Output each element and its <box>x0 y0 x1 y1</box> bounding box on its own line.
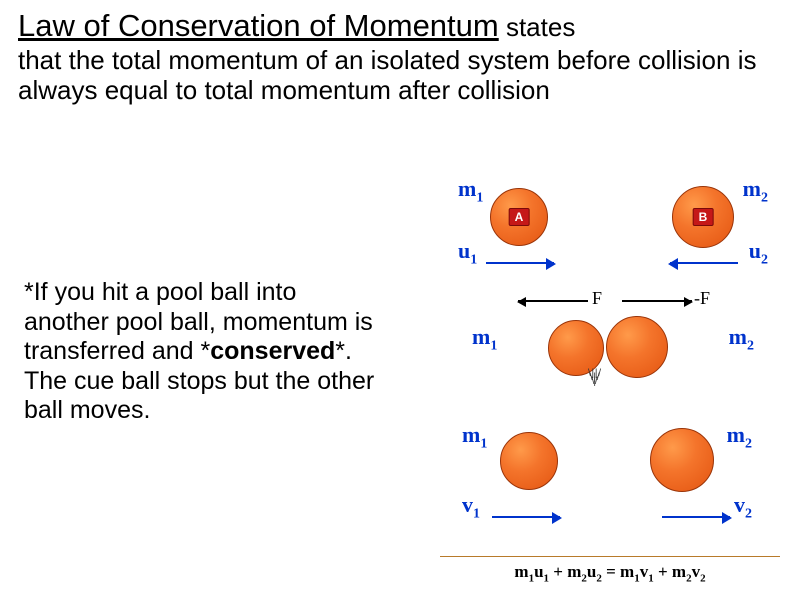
mass-label-m1: m1 <box>458 176 483 206</box>
velocity-label-v1: v1 <box>462 492 480 522</box>
ball-b-after <box>650 428 714 492</box>
arrow-u1 <box>486 262 554 264</box>
arrow-v1 <box>492 516 560 518</box>
ball-b-collision <box>606 316 668 378</box>
title-tail: states <box>499 12 576 42</box>
mass-label-m2-mid: m2 <box>729 324 754 354</box>
impact-lines-icon: \ | | / \ | / \|/ <box>588 372 600 384</box>
slide-title: Law of Conservation of Momentum states <box>0 0 800 44</box>
ball-a: A <box>490 188 548 246</box>
mass-label-m2: m2 <box>743 176 768 206</box>
ball-a-badge: A <box>509 208 530 226</box>
force-arrow-right <box>622 300 692 302</box>
arrow-u2 <box>670 262 738 264</box>
example-text: *If you hit a pool ball into another poo… <box>24 278 384 426</box>
momentum-equation: m1u1 + m2u2 = m1v1 + m2v2 <box>440 562 780 584</box>
mass-label-m2-after: m2 <box>727 422 752 452</box>
collision-diagram: m1 A u1 m2 B u2 F -F m1 m2 \ | | / \ | /… <box>440 176 780 556</box>
title-main: Law of Conservation of Momentum <box>18 8 499 43</box>
definition-text: that the total momentum of an isolated s… <box>0 44 800 106</box>
ball-a-after <box>500 432 558 490</box>
mass-label-m1-mid: m1 <box>472 324 497 354</box>
velocity-label-v2: v2 <box>734 492 752 522</box>
diagram-row-after: m1 v1 m2 v2 <box>440 422 780 532</box>
force-arrow-left <box>518 300 588 302</box>
mass-label-m1-after: m1 <box>462 422 487 452</box>
ball-b: B <box>672 186 734 248</box>
equation-divider <box>440 556 780 557</box>
arrow-v2 <box>662 516 730 518</box>
diagram-row-collision: F -F m1 m2 \ | | / \ | / \|/ <box>440 294 780 404</box>
velocity-label-u2: u2 <box>749 238 768 268</box>
force-label-f: F <box>592 288 602 309</box>
example-bold: conserved <box>210 337 335 365</box>
velocity-label-u1: u1 <box>458 238 477 268</box>
ball-b-badge: B <box>693 208 714 226</box>
force-label-neg-f: -F <box>694 288 710 309</box>
diagram-row-before: m1 A u1 m2 B u2 <box>440 176 780 276</box>
